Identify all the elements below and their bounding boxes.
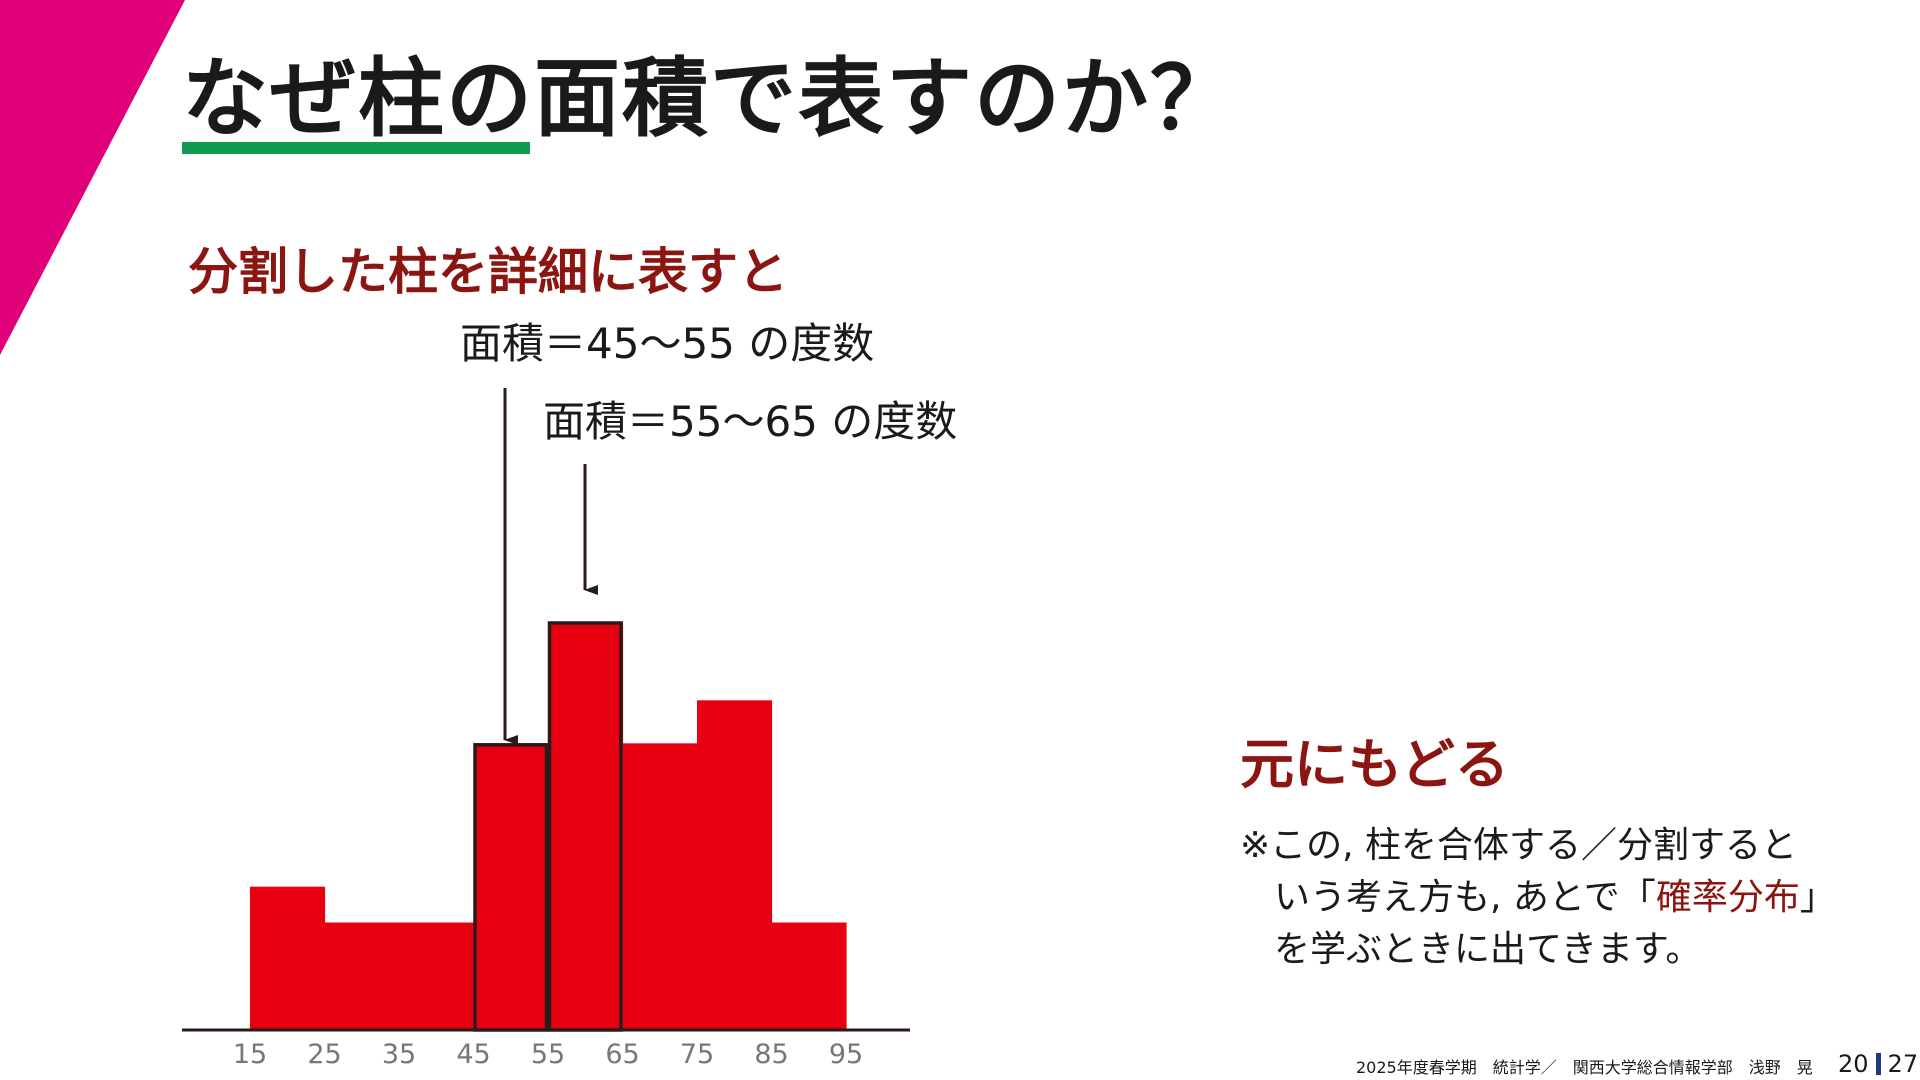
annotation-55-65: 面積＝55～65 の度数 — [543, 397, 957, 446]
histogram-bar-65-75 — [622, 743, 698, 1030]
note-line-2-before: いう考え方も, あとで「 — [1274, 877, 1656, 918]
histogram-bar-15-25 — [250, 886, 326, 1030]
note-line-3: を学ぶときに出てきます。 — [1274, 929, 1702, 970]
footer-text: 2025年度春学期 統計学／ 関西大学総合情報学部 浅野 晃 — [1356, 1058, 1813, 1077]
annotation-45-55: 面積＝45～55 の度数 — [460, 319, 874, 368]
page-current: 20 — [1838, 1050, 1869, 1078]
histogram-bar-45-55 — [473, 743, 549, 1030]
title-underline — [182, 142, 530, 154]
x-tick-label-95: 95 — [829, 1039, 863, 1070]
corner-accent-shape — [0, 0, 185, 355]
x-tick-label-15: 15 — [233, 1039, 267, 1070]
note-line-2-after: 」 — [1799, 877, 1836, 918]
x-tick-label-55: 55 — [531, 1039, 565, 1070]
page-separator — [1875, 1053, 1881, 1075]
x-tick-label-65: 65 — [605, 1039, 639, 1070]
x-tick-label-35: 35 — [382, 1039, 416, 1070]
section-heading: 分割した柱を詳細に表すと — [188, 243, 788, 301]
histogram-bar-55-65 — [548, 621, 624, 1030]
x-tick-label-75: 75 — [680, 1039, 714, 1070]
x-tick-label-25: 25 — [307, 1039, 341, 1070]
side-note: ※この, 柱を合体する／分割すると いう考え方も, あとで「確率分布」 を学ぶと… — [1240, 820, 1900, 976]
histogram-bar-35-45 — [399, 922, 475, 1030]
page-number: 20 27 — [1838, 1050, 1918, 1078]
note-highlight-term: 確率分布 — [1655, 877, 1800, 918]
histogram-bar-85-95 — [771, 922, 847, 1030]
x-tick-label-45: 45 — [456, 1039, 490, 1070]
histogram-bar-75-85 — [697, 700, 773, 1030]
page-total: 27 — [1887, 1050, 1919, 1078]
x-tick-label-85: 85 — [754, 1039, 788, 1070]
slide-title: なぜ柱の面積で表すのか？ — [182, 49, 1238, 149]
note-line-1: ※この, 柱を合体する／分割すると — [1240, 825, 1798, 866]
note-line-2: いう考え方も, あとで「確率分布」 — [1240, 872, 1900, 924]
histogram-bar-25-35 — [324, 922, 400, 1030]
side-heading: 元にもどる — [1240, 733, 1509, 796]
